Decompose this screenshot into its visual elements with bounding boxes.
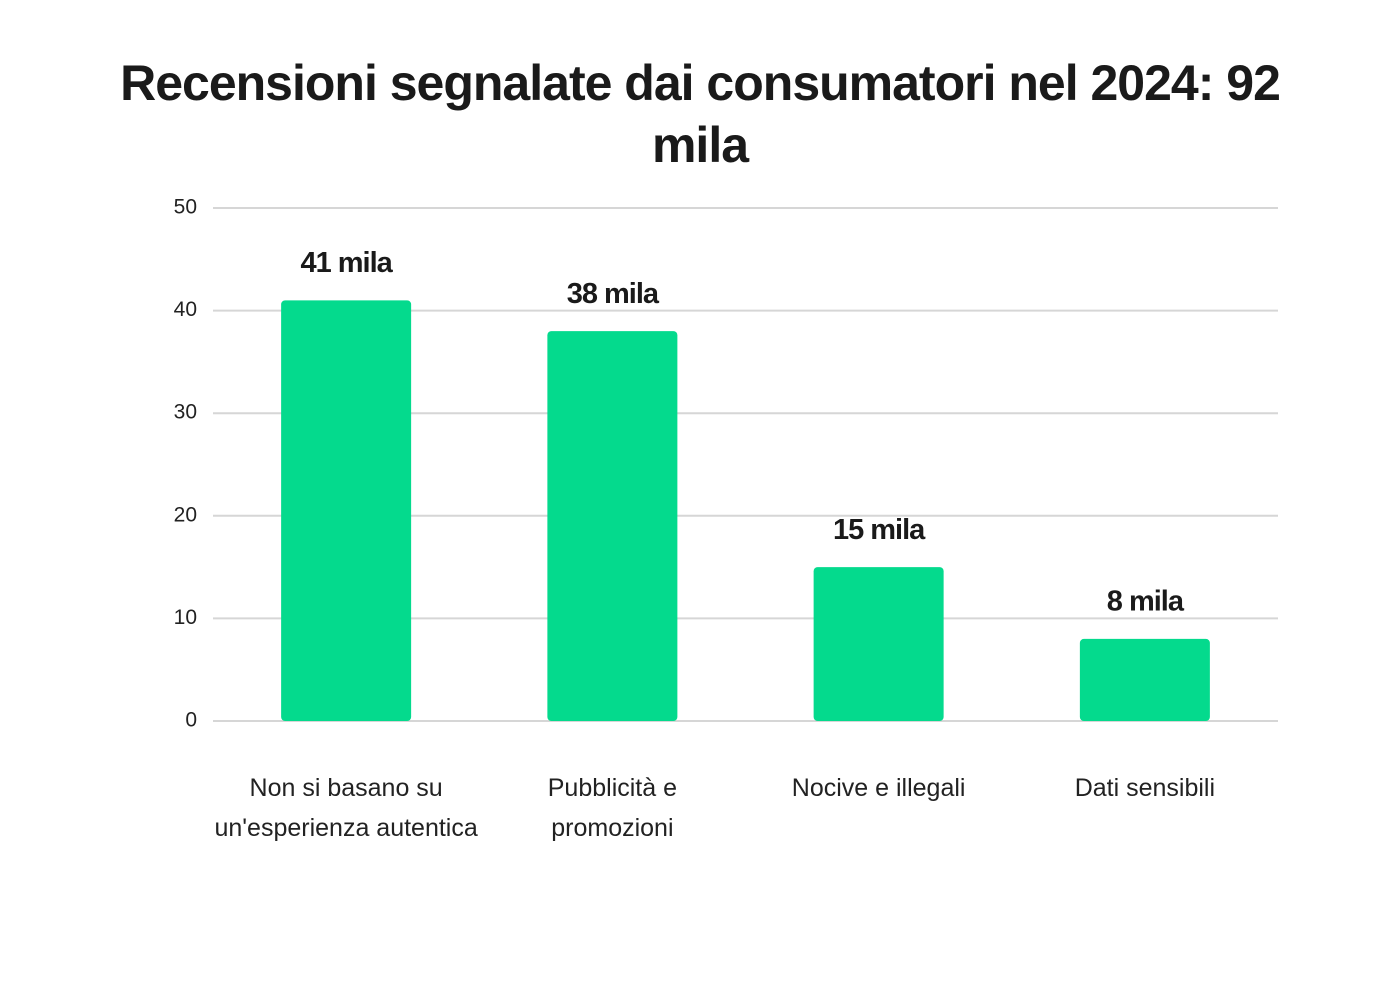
value-label: 15 mila	[833, 514, 926, 546]
bar	[281, 300, 412, 721]
y-tick-label: 40	[174, 298, 197, 321]
y-tick-label: 30	[174, 401, 197, 424]
bar	[547, 331, 678, 721]
y-tick-label: 0	[185, 709, 197, 732]
bar	[1079, 638, 1210, 721]
bar	[813, 567, 944, 721]
x-tick-label: Dati sensibili	[1074, 774, 1216, 802]
x-tick-label: Pubblicità e promozioni	[547, 774, 677, 842]
x-tick-label: Nocive e illegali	[791, 774, 966, 802]
x-tick-label: Non si basano su un'esperienza autentica	[214, 774, 478, 842]
y-tick-label: 20	[174, 503, 197, 526]
value-label: 38 mila	[567, 278, 660, 310]
chart-title: Recensioni segnalate dai consumatori nel…	[120, 55, 1281, 173]
y-tick-label: 50	[174, 196, 197, 219]
value-label: 41 mila	[300, 247, 393, 279]
value-label: 8 mila	[1107, 586, 1185, 618]
y-tick-label: 10	[174, 606, 197, 629]
